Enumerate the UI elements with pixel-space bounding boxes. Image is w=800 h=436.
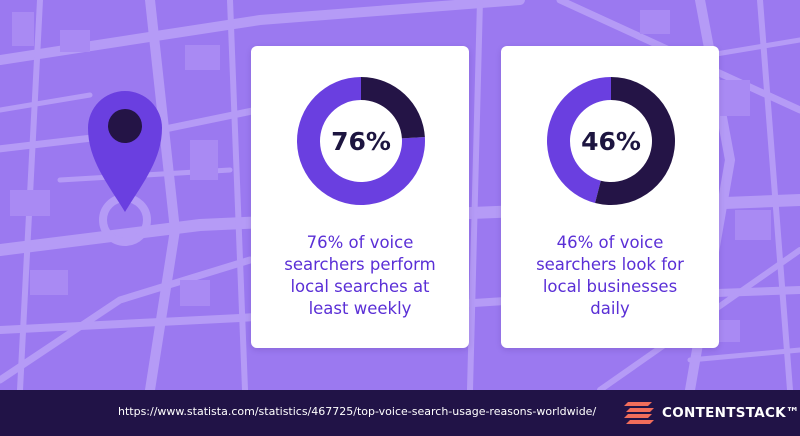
map-background [0, 0, 800, 390]
footer-bar: https://www.statista.com/statistics/4677… [0, 390, 800, 436]
donut-slice-remainder [595, 77, 675, 205]
logo-wordmark: CONTENTSTACK™ [662, 405, 800, 421]
caption-line: searchers look for [536, 255, 684, 274]
stat-card-daily: 46% 46% of voice searchers look for loca… [501, 46, 719, 348]
caption-line: 76% of voice [306, 233, 414, 252]
donut-slice-share [547, 77, 611, 203]
caption-line: local businesses [542, 277, 678, 296]
donut-slice-share [297, 77, 425, 205]
stat-caption: 76% of voice searchers perform local sea… [261, 232, 459, 320]
map-pin-icon [88, 91, 162, 212]
donut-center-label: 76% [331, 126, 391, 156]
donut-chart-daily [547, 77, 675, 205]
source-link[interactable]: https://www.statista.com/statistics/4677… [118, 405, 597, 418]
donut-slice-remainder [361, 77, 425, 139]
caption-line: local searches at [290, 277, 430, 296]
donut-chart-weekly [297, 77, 425, 205]
caption-line: searchers perform [284, 255, 436, 274]
contentstack-logo[interactable]: CONTENTSTACK™ [622, 400, 800, 426]
stat-caption: 46% of voice searchers look for local bu… [511, 232, 709, 320]
donut-center-label: 46% [581, 126, 641, 156]
caption-line: daily [590, 299, 630, 318]
caption-line: least weekly [308, 299, 412, 318]
caption-line: 46% of voice [556, 233, 664, 252]
contentstack-logo-icon [624, 402, 654, 424]
stat-card-weekly: 76% 76% of voice searchers perform local… [251, 46, 469, 348]
